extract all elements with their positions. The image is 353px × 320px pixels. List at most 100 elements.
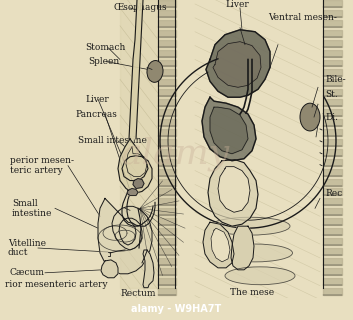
Text: Rectum: Rectum bbox=[120, 289, 156, 298]
Polygon shape bbox=[143, 250, 154, 288]
Polygon shape bbox=[133, 179, 144, 188]
Polygon shape bbox=[158, 258, 176, 265]
Polygon shape bbox=[323, 149, 342, 156]
Polygon shape bbox=[211, 228, 230, 262]
Text: alamy: alamy bbox=[120, 137, 229, 171]
Text: rior mesenteric artery: rior mesenteric artery bbox=[5, 280, 108, 289]
Text: Rec: Rec bbox=[325, 189, 342, 198]
Polygon shape bbox=[208, 160, 258, 226]
Polygon shape bbox=[158, 109, 176, 116]
Text: Stomach: Stomach bbox=[85, 43, 125, 52]
Polygon shape bbox=[98, 198, 152, 274]
Polygon shape bbox=[323, 69, 342, 76]
Text: Di.: Di. bbox=[325, 113, 338, 122]
Polygon shape bbox=[118, 139, 152, 193]
Polygon shape bbox=[323, 238, 342, 245]
Text: Vitelline: Vitelline bbox=[8, 238, 46, 248]
Polygon shape bbox=[323, 60, 342, 67]
Text: Cæcum: Cæcum bbox=[10, 268, 45, 277]
Polygon shape bbox=[158, 198, 176, 205]
Polygon shape bbox=[323, 278, 342, 285]
Polygon shape bbox=[158, 89, 176, 96]
Polygon shape bbox=[158, 149, 176, 156]
Polygon shape bbox=[158, 228, 176, 235]
Polygon shape bbox=[323, 248, 342, 255]
Ellipse shape bbox=[147, 60, 163, 82]
Text: Bile-: Bile- bbox=[325, 75, 346, 84]
Polygon shape bbox=[206, 30, 270, 97]
Polygon shape bbox=[323, 50, 342, 57]
Polygon shape bbox=[195, 0, 345, 288]
Polygon shape bbox=[158, 20, 176, 27]
Ellipse shape bbox=[217, 244, 293, 262]
Polygon shape bbox=[210, 107, 248, 154]
Polygon shape bbox=[323, 99, 342, 106]
Polygon shape bbox=[158, 60, 176, 67]
Polygon shape bbox=[158, 119, 176, 126]
Polygon shape bbox=[158, 30, 176, 37]
Polygon shape bbox=[323, 0, 342, 7]
Polygon shape bbox=[158, 208, 176, 215]
Polygon shape bbox=[323, 268, 342, 275]
Polygon shape bbox=[323, 79, 342, 86]
Polygon shape bbox=[158, 159, 176, 166]
Polygon shape bbox=[323, 129, 342, 136]
Polygon shape bbox=[158, 0, 176, 7]
Text: Small: Small bbox=[12, 199, 38, 208]
Polygon shape bbox=[218, 167, 250, 212]
Polygon shape bbox=[323, 20, 342, 27]
Text: intestine: intestine bbox=[12, 209, 52, 218]
Polygon shape bbox=[323, 218, 342, 225]
Text: Liver: Liver bbox=[85, 95, 109, 104]
Polygon shape bbox=[323, 208, 342, 215]
Text: Small intestine: Small intestine bbox=[78, 136, 147, 145]
Text: The mese: The mese bbox=[230, 288, 274, 297]
Text: Pancreas: Pancreas bbox=[75, 109, 117, 119]
Text: Ventral mesen-: Ventral mesen- bbox=[268, 13, 337, 22]
Polygon shape bbox=[129, 0, 143, 139]
Polygon shape bbox=[158, 278, 176, 285]
Polygon shape bbox=[158, 248, 176, 255]
Ellipse shape bbox=[225, 267, 295, 285]
Polygon shape bbox=[323, 119, 342, 126]
Polygon shape bbox=[158, 179, 176, 186]
Polygon shape bbox=[323, 198, 342, 205]
Polygon shape bbox=[158, 238, 176, 245]
Text: Liver: Liver bbox=[225, 0, 249, 10]
Polygon shape bbox=[323, 30, 342, 37]
Polygon shape bbox=[158, 129, 176, 136]
Polygon shape bbox=[323, 228, 342, 235]
Polygon shape bbox=[158, 79, 176, 86]
Polygon shape bbox=[323, 40, 342, 47]
Polygon shape bbox=[323, 169, 342, 176]
Polygon shape bbox=[158, 10, 176, 17]
Polygon shape bbox=[120, 0, 175, 288]
Polygon shape bbox=[158, 99, 176, 106]
Polygon shape bbox=[323, 258, 342, 265]
Text: perior mesen-: perior mesen- bbox=[10, 156, 74, 165]
Text: Œsophagus: Œsophagus bbox=[113, 4, 167, 12]
Text: St.: St. bbox=[325, 90, 338, 99]
Text: Spleen: Spleen bbox=[88, 57, 119, 66]
Polygon shape bbox=[203, 222, 234, 268]
Polygon shape bbox=[158, 188, 176, 196]
Text: duct: duct bbox=[8, 248, 29, 258]
Polygon shape bbox=[323, 159, 342, 166]
Polygon shape bbox=[158, 40, 176, 47]
Polygon shape bbox=[158, 268, 176, 275]
Text: alamy - W9HA7T: alamy - W9HA7T bbox=[131, 304, 222, 314]
Polygon shape bbox=[101, 260, 118, 278]
Polygon shape bbox=[127, 188, 138, 196]
Polygon shape bbox=[202, 97, 256, 161]
Polygon shape bbox=[323, 288, 342, 295]
Polygon shape bbox=[323, 10, 342, 17]
Polygon shape bbox=[323, 89, 342, 96]
Polygon shape bbox=[158, 218, 176, 225]
Polygon shape bbox=[323, 109, 342, 116]
Text: teric artery: teric artery bbox=[10, 166, 63, 175]
Polygon shape bbox=[158, 288, 176, 295]
Polygon shape bbox=[158, 169, 176, 176]
Polygon shape bbox=[323, 139, 342, 146]
Polygon shape bbox=[158, 69, 176, 76]
Polygon shape bbox=[158, 139, 176, 146]
